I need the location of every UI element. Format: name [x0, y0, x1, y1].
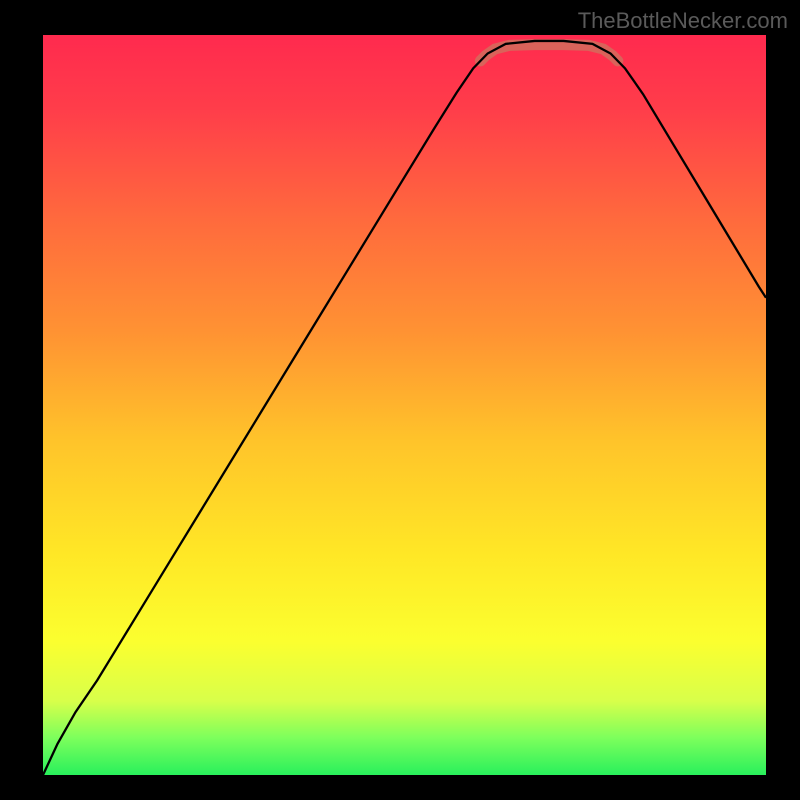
- chart-container: [0, 0, 800, 800]
- main-curve: [43, 41, 766, 775]
- curve-layer: [43, 35, 766, 775]
- watermark-text: TheBottleNecker.com: [578, 8, 788, 34]
- plot-area: [43, 35, 766, 775]
